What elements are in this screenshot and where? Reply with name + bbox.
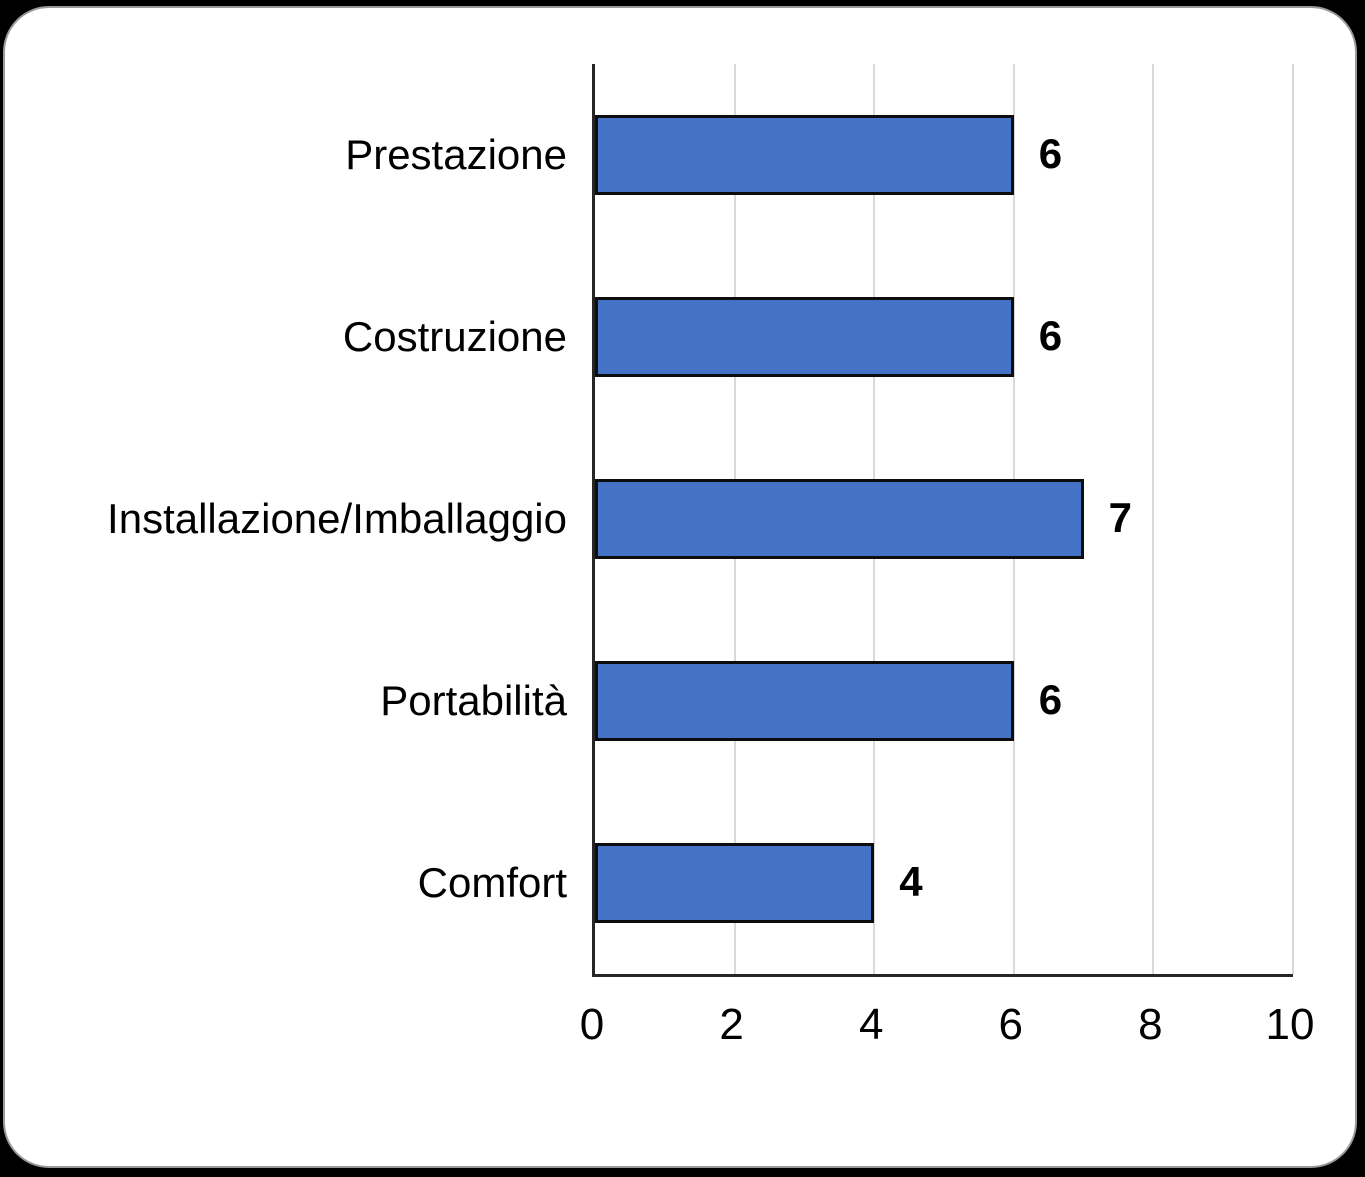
x-tick-label-6: 6: [998, 1000, 1024, 1049]
category-label-costruzione: Costruzione: [342, 313, 567, 360]
bar-portabilit-: [595, 661, 1014, 741]
chart-card: Prestazione Costruzione Installazione/Imba…: [3, 6, 1357, 1168]
gridline-x-8: [1152, 64, 1155, 974]
category-label-prestazione: Prestazione: [345, 131, 567, 178]
value-label-portabilit-: 6: [1038, 676, 1063, 724]
value-label-comfort: 4: [899, 858, 923, 906]
x-tick-label-10: 10: [1265, 1000, 1315, 1049]
category-label-installazione-imballaggio: Installazione/Imballaggio: [107, 495, 567, 542]
category-label-comfort: Comfort: [417, 859, 567, 906]
bar-prestazione: [595, 115, 1014, 195]
x-tick-label-2: 2: [719, 1000, 744, 1049]
bar-costruzione: [595, 297, 1014, 377]
gridline-x-10: [1292, 64, 1294, 974]
x-tick-label-0: 0: [579, 1000, 605, 1049]
bar-installazione-imballaggio: [595, 479, 1084, 559]
bar-comfort: [595, 843, 875, 923]
x-tick-label-8: 8: [1138, 1000, 1163, 1049]
x-tick-label-4: 4: [858, 1000, 884, 1049]
value-label-installazione-imballaggio: 7: [1108, 494, 1132, 542]
value-label-prestazione: 6: [1038, 130, 1063, 178]
value-label-costruzione: 6: [1038, 312, 1063, 360]
plot-area: [592, 64, 1294, 977]
category-label-portabilit-: Portabilità: [380, 677, 567, 724]
